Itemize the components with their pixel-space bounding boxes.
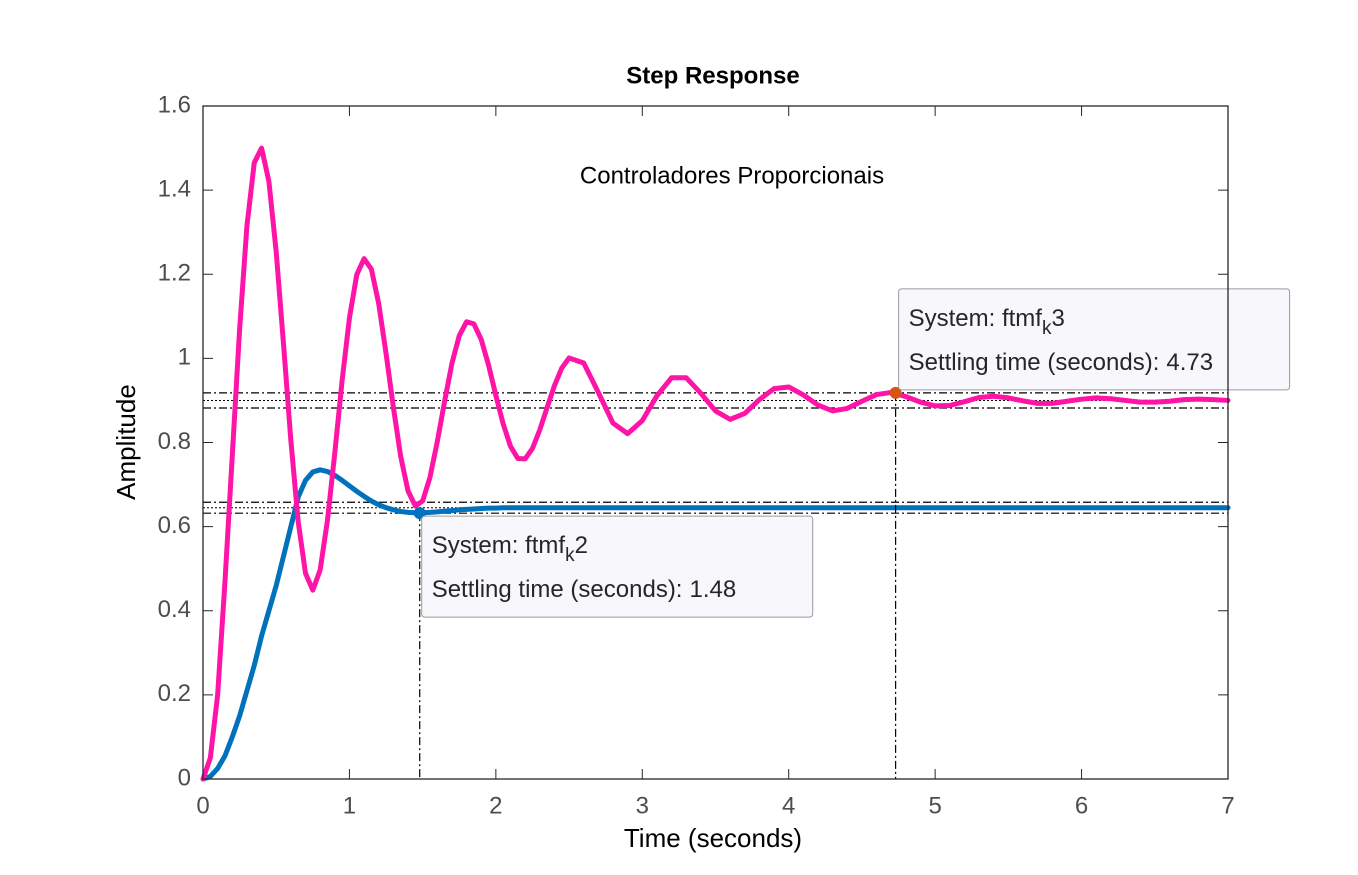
datatip-box (421, 515, 814, 618)
annotation: Controladores Proporcionais (580, 162, 884, 189)
x-tick-label: 1 (343, 792, 356, 819)
datatip-value: 1.48 (689, 577, 736, 604)
y-tick-label: 1.6 (158, 91, 191, 118)
axes-box (202, 105, 1229, 780)
y-tick-label: 1 (178, 344, 191, 371)
x-axis-label: Time (seconds) (624, 823, 802, 853)
x-tick-label: 6 (1075, 792, 1088, 819)
x-tick-label: 3 (636, 792, 649, 819)
datatip-settling: Settling time (seconds): 1.48 (432, 577, 737, 604)
datatip-sub: k (565, 545, 575, 566)
y-tick-label: 0.2 (158, 680, 191, 707)
datatip: System: ftmfk3 Settling time (seconds): 4.… (898, 288, 1291, 391)
datatip-prefix: System: ftmf (432, 533, 566, 560)
series-line (200, 145, 1231, 782)
x-tick-label: 7 (1221, 792, 1234, 819)
datatip-settling: Settling time (seconds): 4.73 (909, 349, 1214, 376)
datatip-suffix: 3 (1051, 305, 1064, 332)
datatip-box (898, 288, 1291, 391)
datatip-suffix: 2 (575, 533, 588, 560)
x-tick-label: 2 (489, 792, 502, 819)
y-tick-label: 0.6 (158, 512, 191, 539)
datatip-sub: k (1042, 318, 1052, 339)
series-line (200, 467, 1231, 782)
datatip-marker (889, 386, 902, 399)
y-tick-label: 0 (178, 764, 191, 791)
chart-title: Step Response (626, 62, 799, 89)
datatip-system: System: ftmfk2 (432, 533, 588, 567)
y-tick-label: 0.8 (158, 428, 191, 455)
y-tick-label: 1.2 (158, 260, 191, 287)
datatip-label: Settling time (seconds): (432, 577, 683, 604)
y-tick-label: 1.4 (158, 175, 191, 202)
datatip-system: System: ftmfk3 (909, 305, 1065, 339)
datatip: System: ftmfk2 Settling time (seconds): 1.… (421, 515, 814, 618)
datatip-value: 4.73 (1166, 349, 1213, 376)
x-tick-label: 4 (782, 792, 795, 819)
x-tick-label: 0 (196, 792, 209, 819)
y-tick-label: 0.4 (158, 596, 191, 623)
y-axis-label: Amplitude (111, 384, 141, 500)
datatip-label: Settling time (seconds): (909, 349, 1160, 376)
x-tick-label: 5 (928, 792, 941, 819)
datatip-prefix: System: ftmf (909, 305, 1043, 332)
